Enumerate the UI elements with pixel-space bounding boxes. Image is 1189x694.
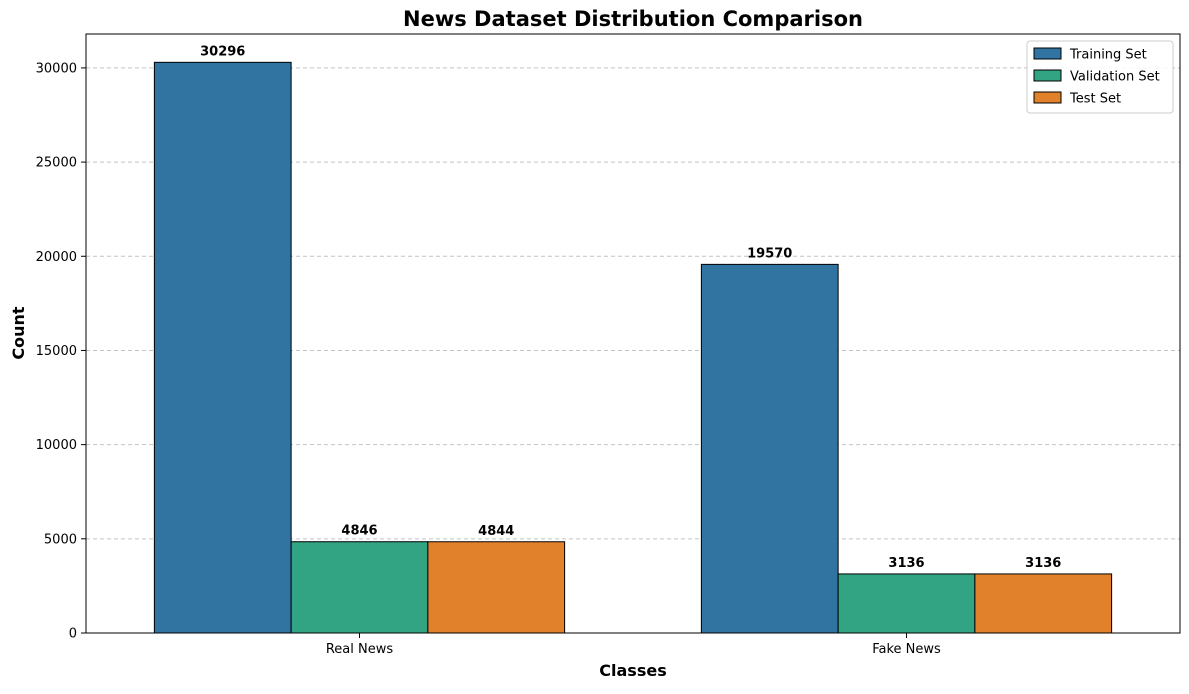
y-tick-label: 15000: [36, 344, 77, 359]
data-label: 4846: [341, 524, 377, 539]
legend-label: Training Set: [1069, 48, 1147, 63]
legend-swatch: [1033, 47, 1062, 60]
data-label: 3136: [888, 556, 924, 571]
data-labels: 30296 19570 4846 3136 4844 3136: [200, 44, 1061, 571]
y-axis-label: Count: [9, 306, 28, 360]
bar-validation-set-real-news: [290, 541, 429, 634]
legend: Training Set Validation Set Test Set: [1026, 40, 1174, 114]
data-label: 19570: [747, 246, 792, 261]
y-tick-label: 25000: [36, 156, 77, 171]
bars: [153, 61, 1113, 634]
data-label: 30296: [200, 44, 245, 59]
y-tick-label: 20000: [36, 250, 77, 265]
y-tick-label: 0: [69, 627, 77, 642]
x-tick-label: Real News: [326, 642, 394, 657]
bar-training-set-fake-news: [700, 263, 839, 634]
legend-frame: [1026, 40, 1174, 114]
legend-swatch: [1033, 91, 1062, 104]
legend-label: Validation Set: [1070, 70, 1160, 85]
x-axis-label: Classes: [599, 661, 666, 680]
bar-test-set-fake-news: [974, 573, 1113, 634]
bar-test-set-real-news: [427, 541, 566, 634]
axes: 0 5000 10000 15000 20000 25000 30000 Real News F…: [36, 33, 1181, 657]
x-tick-label: Fake News: [872, 642, 941, 657]
y-tick-label: 5000: [44, 532, 77, 547]
bar-validation-set-fake-news: [837, 573, 976, 634]
data-label: 4844: [478, 524, 514, 539]
bar-training-set-real-news: [153, 61, 292, 634]
y-tick-label: 30000: [36, 61, 77, 76]
y-tick-label: 10000: [36, 438, 77, 453]
legend-label: Test Set: [1069, 92, 1121, 107]
data-label: 3136: [1025, 556, 1061, 571]
chart-title: News Dataset Distribution Comparison: [403, 7, 863, 31]
legend-swatch: [1033, 69, 1062, 82]
plot-frame: [85, 33, 1181, 634]
